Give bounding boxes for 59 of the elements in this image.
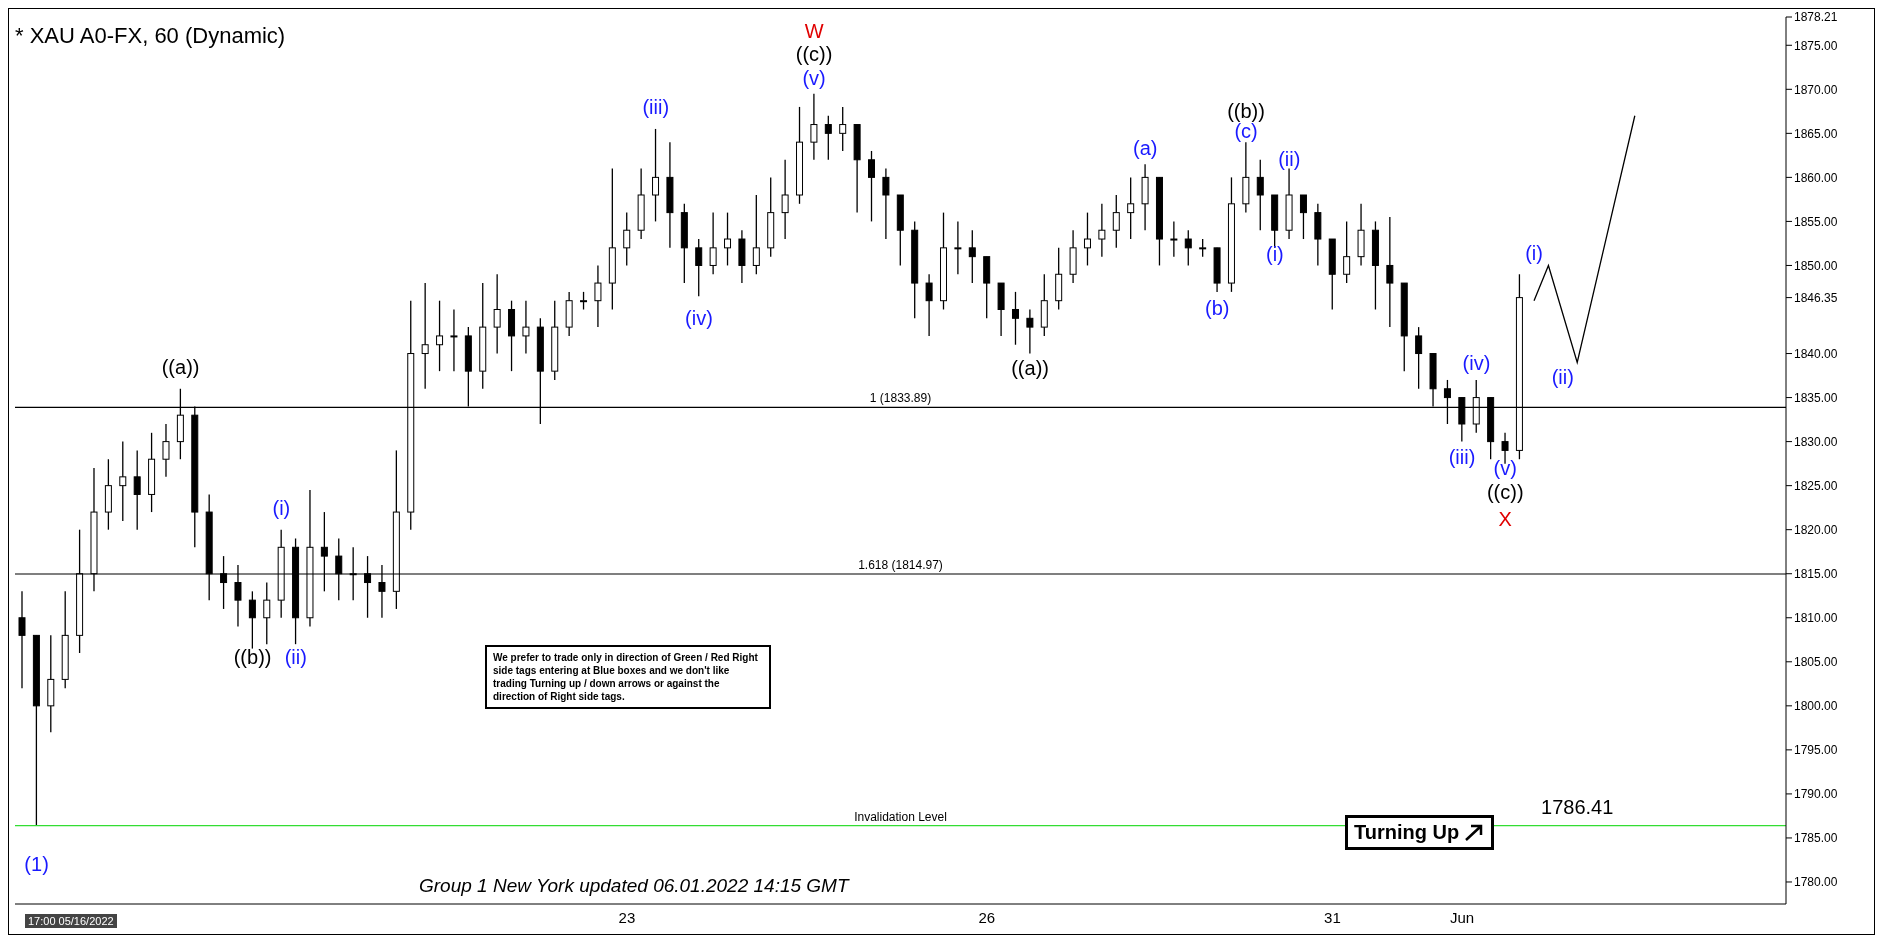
annotation: 1786.41 [1541, 796, 1614, 819]
annotation: Turning Up [1354, 821, 1460, 844]
annotation: ((b)) [1227, 100, 1265, 123]
annotation: (ii) [284, 646, 307, 669]
y-tick-label: 1878.21 [1794, 10, 1838, 25]
y-tick-label: 1846.35 [1794, 290, 1838, 305]
x-tick-label: Jun [1449, 908, 1475, 926]
annotation: X [1498, 508, 1512, 531]
annotation: (i) [1265, 243, 1284, 266]
ref-line-label: 1 (1833.89) [869, 391, 932, 406]
annotation: ((a)) [161, 355, 200, 378]
note-box: We prefer to trade only in direction of Green / Red Right side tags entering at Blue boxes and we don't like trading Turning up / down arrows or against the direction of Right side tags. [485, 645, 771, 709]
annotation: (a) [1133, 137, 1158, 160]
y-tick-label: 1825.00 [1794, 478, 1838, 493]
y-tick-label: 1790.00 [1794, 787, 1838, 802]
annotation: (b) [1205, 296, 1230, 319]
annotation: (i) [1525, 242, 1543, 265]
annotation: (1) [24, 853, 49, 876]
y-tick-label: 1780.00 [1794, 875, 1838, 890]
annotation: Group 1 New York updated 06.01.2022 14:15 GMT [419, 875, 849, 896]
y-tick-label: 1805.00 [1794, 655, 1838, 670]
chart-title: * XAU A0-FX, 60 (Dynamic) [15, 23, 286, 49]
annotation: (iii) [1448, 445, 1476, 468]
y-tick-label: 1875.00 [1794, 38, 1838, 53]
annotation: ((c)) [795, 43, 833, 66]
x-tick-label: 31 [1324, 908, 1341, 926]
y-tick-label: 1785.00 [1794, 831, 1838, 846]
y-tick-label: 1800.00 [1794, 699, 1838, 714]
annotation: (iv) [1462, 352, 1491, 375]
text: 17:00 05/16/2022 [28, 915, 114, 927]
y-tick-label: 1835.00 [1794, 390, 1838, 405]
annotation: (v) [1493, 457, 1517, 480]
annotation: (iv) [685, 307, 713, 330]
x-tick-label: 26 [978, 908, 996, 926]
x-tick-label: 23 [618, 908, 636, 926]
y-tick-label: 1815.00 [1794, 566, 1838, 581]
y-tick-label: 1865.00 [1794, 126, 1838, 141]
annotation: (ii) [1551, 366, 1574, 389]
annotation: ((c)) [1486, 480, 1524, 503]
annotation: We prefer to trade only in direction of Green / Red Right side tags entering at Blue boxes and we don't like trading Turning up / down arrows or against the direction of Right side tags. [493, 652, 758, 702]
y-tick-label: 1850.00 [1794, 258, 1838, 273]
annotation: (iii) [642, 96, 670, 119]
ref-line-label: 1.618 (1814.97) [858, 557, 943, 572]
annotation: (i) [272, 496, 291, 519]
ref-line-label: Invalidation Level [854, 809, 947, 824]
annotation: W [804, 20, 824, 43]
y-tick-label: 1840.00 [1794, 346, 1838, 361]
y-tick-label: 1795.00 [1794, 743, 1838, 758]
annotation: (ii) [1278, 147, 1301, 170]
y-tick-label: 1855.00 [1794, 214, 1838, 229]
label-box: Turning Up [1345, 815, 1495, 850]
y-tick-label: 1870.00 [1794, 82, 1838, 97]
annotation: (v) [802, 66, 826, 89]
y-tick-label: 1820.00 [1794, 522, 1838, 537]
y-tick-label: 1860.00 [1794, 170, 1838, 185]
y-tick-label: 1830.00 [1794, 434, 1838, 449]
annotation: ((a)) [1011, 356, 1049, 379]
y-tick-label: 1810.00 [1794, 611, 1838, 626]
annotation: ((b)) [233, 646, 272, 669]
